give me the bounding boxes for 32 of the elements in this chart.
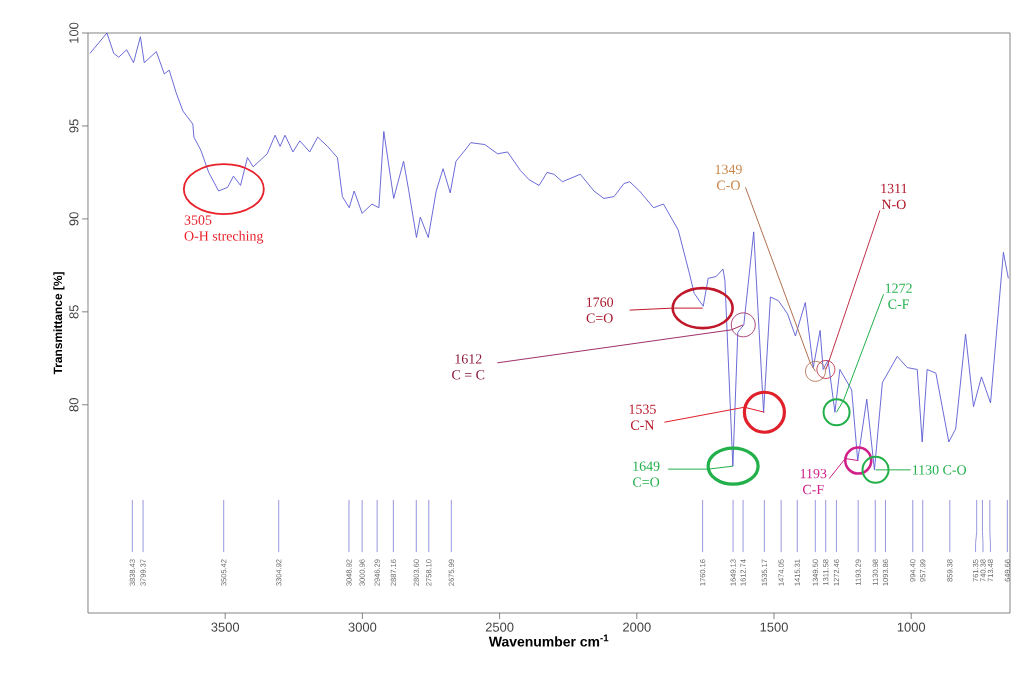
annotation: C=O [586, 313, 613, 323]
x-tick-label: 1000 [897, 622, 926, 632]
annotation: 1760 [586, 297, 614, 307]
annotation: C-N [630, 420, 655, 430]
annotation: C=O [633, 477, 660, 487]
annotation: 1130 C-O [912, 465, 967, 475]
annotation: 3505 [184, 215, 212, 225]
x-tick-label: 2500 [485, 622, 514, 632]
y-tick-label: 90 [69, 212, 79, 226]
annotation: 1649 [633, 461, 660, 471]
y-tick-label: 100 [69, 22, 79, 43]
annotation: 1193 [800, 468, 827, 479]
annotation: 1272 [885, 283, 912, 293]
x-tick-label: 2000 [623, 622, 651, 632]
x-tick-label: 3000 [348, 622, 377, 632]
annotation: C-O [717, 180, 740, 190]
x-tick-label: 1500 [760, 622, 788, 632]
y-tick-label: 95 [69, 119, 79, 133]
x-axis-title: Wavenumber cm$^{-1}$ [488, 634, 609, 647]
annotation: 1612 [455, 354, 482, 364]
y-axis-title: Transmittance [%] [53, 272, 65, 375]
y-tick-label: 85 [69, 305, 79, 319]
annotation: O-H streching [184, 230, 264, 244]
annotation: C = C [452, 370, 485, 380]
annotation: 1349 [715, 164, 742, 175]
annotation: 1535 [629, 404, 656, 414]
annotation: N-O [881, 199, 906, 210]
annotation: C-F [888, 299, 909, 309]
annotation: C-F [802, 484, 824, 495]
y-tick-label: 80 [69, 398, 79, 412]
annotation: 1311 [881, 183, 907, 194]
x-tick-label: 3500 [211, 622, 240, 632]
